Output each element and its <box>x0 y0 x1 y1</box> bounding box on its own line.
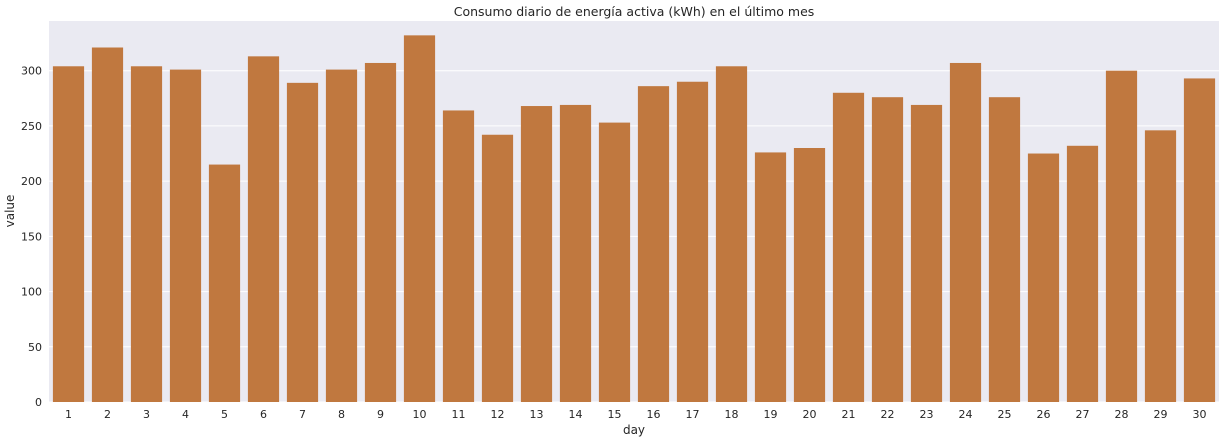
y-tick-label: 200 <box>21 175 42 188</box>
bar-day-12 <box>481 134 514 402</box>
bar-day-21 <box>832 92 865 403</box>
bar-day-10 <box>403 35 436 403</box>
x-axis-label: day <box>623 423 645 437</box>
x-tick-label: 23 <box>920 408 934 421</box>
plot-area <box>49 21 1219 402</box>
bar-day-16 <box>637 86 670 402</box>
bar-day-4 <box>169 69 202 402</box>
bar-day-22 <box>871 97 904 402</box>
bar-day-25 <box>988 97 1021 402</box>
bar-day-27 <box>1066 145 1099 402</box>
x-tick-label: 28 <box>1115 408 1129 421</box>
bar-day-15 <box>598 122 631 402</box>
x-tick-label: 10 <box>413 408 427 421</box>
x-tick-label: 19 <box>764 408 778 421</box>
bar-day-9 <box>364 62 397 403</box>
bar-day-18 <box>715 66 748 402</box>
bar-day-7 <box>286 82 319 402</box>
x-tick-label: 1 <box>65 408 72 421</box>
x-tick-label: 25 <box>998 408 1012 421</box>
bar-day-13 <box>520 106 553 402</box>
x-tick-label: 22 <box>881 408 895 421</box>
y-tick-label: 150 <box>21 230 42 243</box>
bar-day-8 <box>325 69 358 402</box>
x-tick-label: 26 <box>1037 408 1051 421</box>
x-tick-label: 6 <box>260 408 267 421</box>
grid-lines <box>49 70 1219 403</box>
x-tick-label: 24 <box>959 408 973 421</box>
bar-day-29 <box>1144 130 1177 402</box>
x-tick-label: 18 <box>725 408 739 421</box>
x-tick-label: 2 <box>104 408 111 421</box>
x-tick-label: 16 <box>647 408 661 421</box>
y-tick-label: 50 <box>28 341 42 354</box>
y-tick-label: 100 <box>21 286 42 299</box>
bar-day-19 <box>754 152 787 402</box>
x-tick-label: 27 <box>1076 408 1090 421</box>
x-tick-labels: 1 2 3 4 5 6 7 8 9 10 11 12 13 14 15 16 17 18 19 20 21 22 23 24 2… <box>65 408 1207 421</box>
bar-day-24 <box>949 62 982 403</box>
bar-day-28 <box>1105 70 1138 403</box>
y-tick-labels: 0 50 100 150 200 250 300 <box>21 65 42 409</box>
x-tick-label: 8 <box>338 408 345 421</box>
y-tick-label: 250 <box>21 120 42 133</box>
bar-day-17 <box>676 81 709 402</box>
x-tick-label: 7 <box>299 408 306 421</box>
x-tick-label: 30 <box>1193 408 1207 421</box>
x-tick-label: 5 <box>221 408 228 421</box>
bar-day-11 <box>442 110 475 402</box>
x-tick-label: 14 <box>569 408 583 421</box>
x-tick-label: 20 <box>803 408 817 421</box>
x-tick-label: 11 <box>452 408 466 421</box>
x-tick-label: 15 <box>608 408 622 421</box>
bar-day-6 <box>247 56 280 402</box>
bar-day-14 <box>559 104 592 403</box>
bar-day-5 <box>208 164 241 402</box>
x-tick-label: 17 <box>686 408 700 421</box>
bar-day-1 <box>52 66 85 402</box>
x-tick-label: 3 <box>143 408 150 421</box>
bar-day-26 <box>1027 153 1060 402</box>
bar-day-3 <box>130 66 163 402</box>
bar-day-30 <box>1183 78 1216 402</box>
x-tick-label: 12 <box>491 408 505 421</box>
x-tick-label: 21 <box>842 408 856 421</box>
bar-day-2 <box>91 47 124 403</box>
chart-title: Consumo diario de energía activa (kWh) e… <box>454 4 815 19</box>
bar-day-23 <box>910 104 943 403</box>
y-tick-label: 300 <box>21 65 42 78</box>
y-axis-label: value <box>3 195 17 228</box>
bars <box>52 35 1216 403</box>
y-tick-label: 0 <box>35 396 42 409</box>
x-tick-label: 13 <box>530 408 544 421</box>
bar-day-20 <box>793 148 826 402</box>
x-tick-label: 9 <box>377 408 384 421</box>
x-tick-label: 29 <box>1154 408 1168 421</box>
x-tick-label: 4 <box>182 408 189 421</box>
